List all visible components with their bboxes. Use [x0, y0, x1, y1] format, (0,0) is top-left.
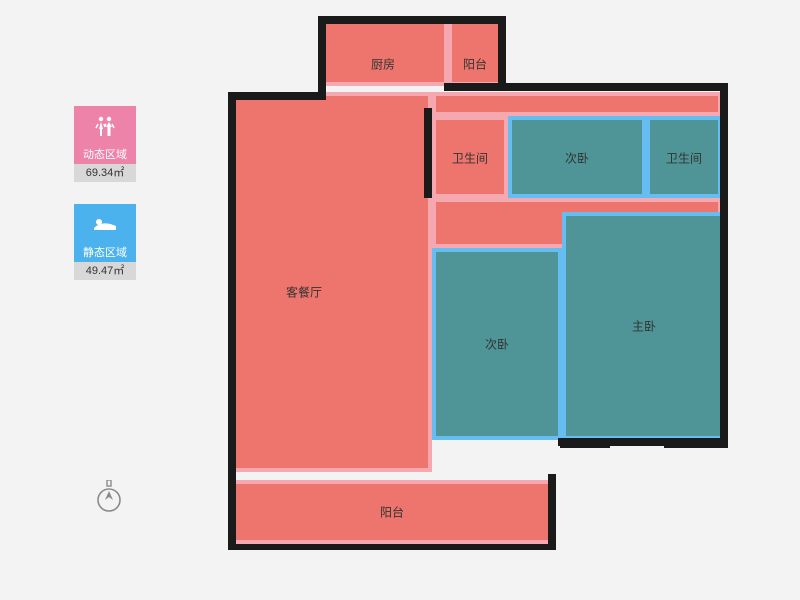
room-hall-top [432, 92, 722, 116]
wall-segment [228, 92, 236, 472]
sleep-icon [92, 214, 118, 234]
wall-segment [560, 440, 610, 448]
wall-segment [424, 108, 432, 198]
wall-segment [228, 92, 318, 100]
legend-static: 静态区域 49.47㎡ [74, 204, 136, 280]
room-label-bath2: 卫生间 [666, 150, 702, 167]
wall-segment [318, 16, 326, 100]
room-label-bath1: 卫生间 [452, 150, 488, 167]
dynamic-area-label: 动态区域 [74, 146, 136, 164]
legend-panel: 动态区域 69.34㎡ 静态区域 49.47㎡ [74, 106, 136, 302]
legend-dynamic: 动态区域 69.34㎡ [74, 106, 136, 182]
room-label-bed2a: 次卧 [565, 150, 589, 167]
room-kitchen [318, 20, 448, 86]
room-label-balcony-bot: 阳台 [380, 504, 404, 521]
room-label-balcony-top: 阳台 [463, 56, 487, 73]
room-label-kitchen: 厨房 [371, 56, 395, 73]
static-area-icon [74, 204, 136, 244]
static-area-label: 静态区域 [74, 244, 136, 262]
wall-segment [228, 544, 556, 550]
room-balcony-top [448, 20, 502, 86]
wall-segment [318, 16, 502, 24]
room-label-living: 客餐厅 [286, 284, 322, 301]
room-label-bed2b: 次卧 [485, 336, 509, 353]
compass-icon [95, 480, 123, 519]
wall-segment [228, 468, 236, 548]
wall-segment [664, 440, 728, 448]
wall-segment [548, 474, 556, 548]
wall-segment [498, 16, 506, 86]
people-icon [93, 114, 117, 138]
floorplan-canvas: 厨房阳台客餐厅卫生间次卧卫生间次卧主卧阳台 [222, 20, 746, 572]
dynamic-area-icon [74, 106, 136, 146]
room-living [232, 92, 432, 472]
wall-segment [444, 83, 726, 91]
static-area-value: 49.47㎡ [74, 262, 136, 280]
room-label-master: 主卧 [632, 318, 656, 335]
dynamic-area-value: 69.34㎡ [74, 164, 136, 182]
wall-segment [720, 83, 728, 445]
